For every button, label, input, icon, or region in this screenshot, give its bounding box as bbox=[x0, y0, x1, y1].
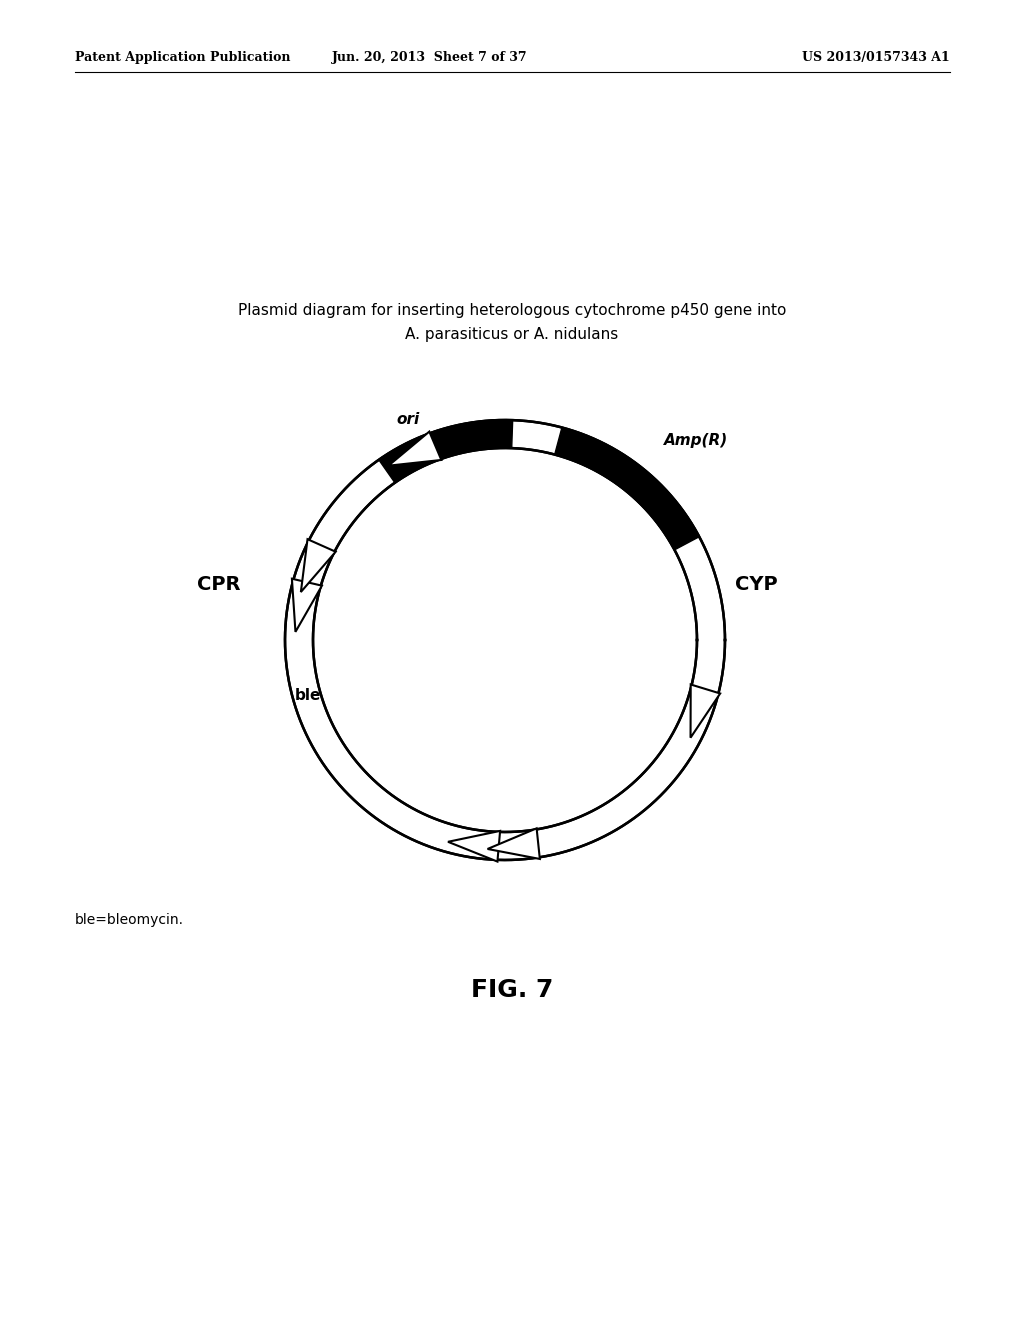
Polygon shape bbox=[487, 829, 540, 859]
Text: ble=bleomycin.: ble=bleomycin. bbox=[75, 913, 184, 927]
Polygon shape bbox=[555, 428, 699, 550]
Text: FIG. 7: FIG. 7 bbox=[471, 978, 553, 1002]
Text: Plasmid diagram for inserting heterologous cytochrome p450 gene into: Plasmid diagram for inserting heterologo… bbox=[238, 302, 786, 318]
Text: ori: ori bbox=[396, 412, 420, 426]
Text: CPR: CPR bbox=[197, 576, 240, 594]
Polygon shape bbox=[388, 432, 441, 466]
Text: Amp(R): Amp(R) bbox=[664, 433, 728, 447]
Text: Patent Application Publication: Patent Application Publication bbox=[75, 51, 291, 65]
Polygon shape bbox=[301, 539, 336, 593]
Polygon shape bbox=[292, 578, 322, 632]
Text: CYP: CYP bbox=[735, 576, 777, 594]
Text: Jun. 20, 2013  Sheet 7 of 37: Jun. 20, 2013 Sheet 7 of 37 bbox=[332, 51, 527, 65]
Polygon shape bbox=[690, 685, 720, 738]
Text: US 2013/0157343 A1: US 2013/0157343 A1 bbox=[802, 51, 950, 65]
Text: A. parasiticus or A. nidulans: A. parasiticus or A. nidulans bbox=[406, 327, 618, 342]
Text: ble: ble bbox=[295, 688, 322, 702]
Polygon shape bbox=[379, 420, 513, 483]
Circle shape bbox=[285, 420, 725, 861]
Polygon shape bbox=[447, 830, 500, 862]
